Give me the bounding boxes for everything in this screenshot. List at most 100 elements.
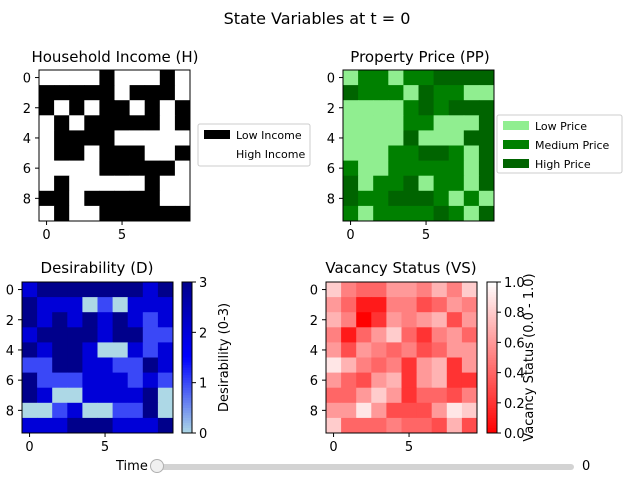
heatmap-cell [446, 282, 463, 298]
heatmap-cell [341, 312, 357, 328]
colorbar-segment [487, 407, 497, 411]
heatmap-cell [326, 282, 342, 298]
colorbar-segment [487, 420, 497, 424]
heatmap-cell [82, 402, 98, 419]
heatmap-cell [448, 100, 465, 116]
heatmap-cell [416, 372, 433, 389]
heatmap-cell [371, 357, 387, 373]
heatmap-cell [386, 372, 402, 389]
heatmap-cell [129, 115, 146, 131]
colorbar-segment [182, 405, 192, 409]
heatmap-cell [52, 372, 68, 389]
heatmap-cell [144, 85, 161, 101]
heatmap-cell [371, 342, 387, 358]
heatmap-cell [448, 205, 465, 222]
heatmap-cell [144, 190, 161, 207]
heatmap-cell [358, 205, 374, 222]
heatmap-cell [463, 190, 480, 207]
heatmap-cell [403, 85, 419, 101]
heatmap-cell [159, 160, 176, 177]
colorbar-segment [487, 392, 497, 396]
heatmap-cell [52, 342, 68, 358]
heatmap-cell [388, 100, 404, 116]
colorbar-segment [487, 377, 497, 381]
heatmap-cell [478, 85, 495, 101]
colorbar-segment [182, 349, 192, 353]
heatmap-cell [157, 282, 174, 298]
heatmap-cell [341, 402, 357, 419]
heatmap-cell [142, 312, 159, 328]
colorbar-segment [487, 382, 497, 386]
heatmap-cell [431, 357, 448, 373]
heatmap-cell [341, 357, 357, 373]
heatmap-cell [54, 175, 70, 192]
heatmap-panel-1: Property Price (PP) 0 5 0 2 4 6 8 Low Price Mediu… [327, 48, 623, 243]
heatmap-cell [84, 160, 100, 177]
heatmap-cell [343, 100, 359, 116]
colorbar-segment [487, 402, 497, 406]
heatmap-cell [446, 402, 463, 419]
heatmap-cell [446, 372, 463, 389]
panel-title: Desirability (D) [41, 259, 154, 277]
heatmap-cell [326, 312, 342, 328]
heatmap-cell [373, 70, 389, 86]
time-slider-track[interactable] [158, 464, 574, 470]
heatmap-cell [174, 205, 191, 222]
heatmap-cell [37, 327, 53, 343]
colorbar-segment [487, 317, 497, 321]
heatmap-cell [174, 130, 191, 146]
colorbar-segment [182, 430, 192, 434]
colorbar-segment [182, 354, 192, 358]
heatmap-cell [341, 297, 357, 313]
heatmap-cell [37, 312, 53, 328]
colorbar-segment [487, 395, 497, 399]
colorbar-tick-label: 0.4 [504, 367, 525, 382]
heatmap-cell [97, 327, 113, 343]
heatmap-cell [97, 282, 113, 298]
y-tick-label: 8 [310, 404, 318, 419]
colorbar-segment [182, 339, 192, 343]
colorbar-segment [182, 417, 192, 421]
colorbar-segment [487, 349, 497, 353]
heatmap-cell [358, 145, 374, 161]
heatmap-cell [157, 402, 174, 419]
heatmap-cell [37, 387, 53, 404]
heatmap-cell [326, 342, 342, 358]
time-slider-handle[interactable] [150, 459, 164, 473]
heatmap-cell [99, 100, 115, 116]
heatmap-cell [84, 175, 100, 192]
heatmap-cell [129, 160, 146, 177]
heatmap-cell [157, 342, 174, 358]
heatmap-cell [52, 417, 68, 434]
heatmap-cell [343, 85, 359, 101]
heatmap-cell [112, 327, 129, 343]
heatmap-cell [386, 402, 402, 419]
colorbar-segment [182, 377, 192, 381]
heatmap-cell [418, 70, 434, 86]
heatmap-cell [69, 115, 85, 131]
heatmap-cell [356, 357, 372, 373]
heatmap-cell [356, 342, 372, 358]
colorbar-segment [487, 299, 497, 303]
heatmap-cell [478, 130, 495, 146]
colorbar-segment [487, 397, 497, 401]
y-tick-label: 2 [327, 102, 335, 117]
heatmap-cell [157, 357, 174, 373]
y-tick-label: 0 [6, 284, 14, 299]
heatmap-cell [127, 357, 144, 373]
colorbar-segment [182, 370, 192, 374]
heatmap-cell [97, 417, 113, 434]
panel-title: Household Income (H) [31, 48, 198, 66]
colorbar-segment [487, 360, 497, 364]
heatmap-cell [84, 190, 100, 207]
heatmap-cell [37, 372, 53, 389]
heatmap-cell [114, 145, 130, 161]
heatmap-cell [388, 85, 404, 101]
heatmap-cell [416, 327, 433, 343]
heatmap-cell [433, 100, 450, 116]
heatmap-cell [54, 100, 70, 116]
heatmap-cell [431, 372, 448, 389]
heatmap-cell [157, 312, 174, 328]
heatmap-cell [129, 145, 146, 161]
